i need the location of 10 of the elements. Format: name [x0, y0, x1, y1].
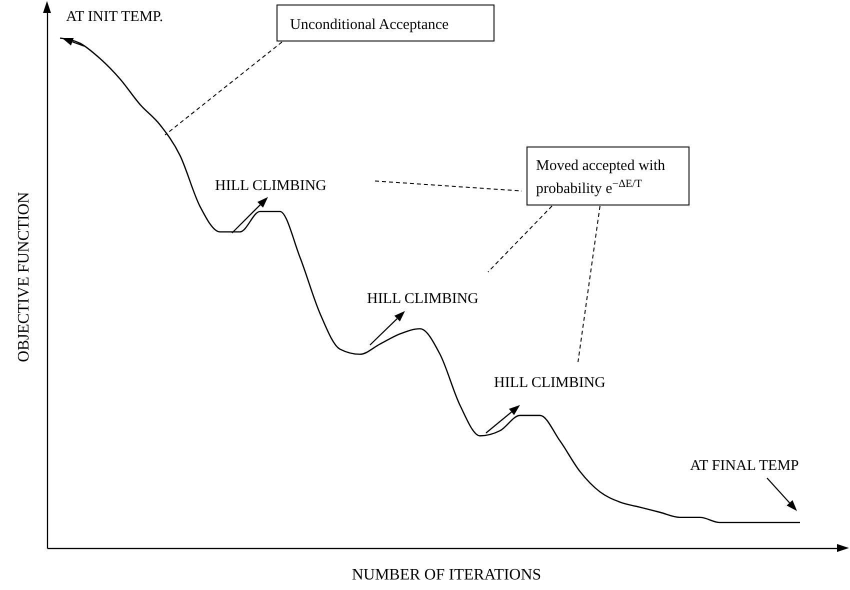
- annotation: AT FINAL TEMP: [690, 458, 799, 474]
- annotation: Moved accepted with: [536, 158, 666, 174]
- y-axis-title: OBJECTIVE FUNCTION: [16, 191, 32, 362]
- annotation: HILL CLIMBING: [494, 375, 606, 391]
- x-axis-title: NUMBER OF ITERATIONS: [352, 566, 542, 584]
- annotation: probability e$^{−ΔE/T}$: [536, 178, 642, 197]
- annotation: HILL CLIMBING: [367, 291, 479, 307]
- text: Unconditional Acceptance: [290, 17, 450, 33]
- text: AT INIT TEMP.: [66, 9, 164, 25]
- annotation: HILL CLIMBING: [215, 178, 327, 194]
